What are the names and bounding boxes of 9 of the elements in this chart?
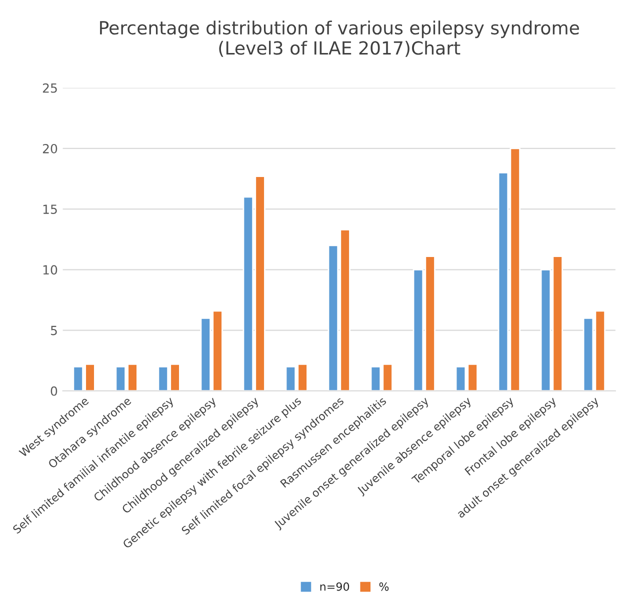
y-tick-label: 0 <box>50 386 58 396</box>
y-tick-label: 25 <box>42 83 57 93</box>
y-tick-label: 20 <box>42 144 58 154</box>
legend-label: % <box>379 582 389 591</box>
y-tick-label: 5 <box>50 326 57 336</box>
legend-label: n=90 <box>320 582 350 591</box>
y-tick-label: 15 <box>43 204 57 214</box>
chart-title: Percentage distribution of various epilepsy syndrome (Level3 of ILAE 2017)Chart <box>100 20 579 57</box>
y-tick-label: 10 <box>43 265 58 275</box>
